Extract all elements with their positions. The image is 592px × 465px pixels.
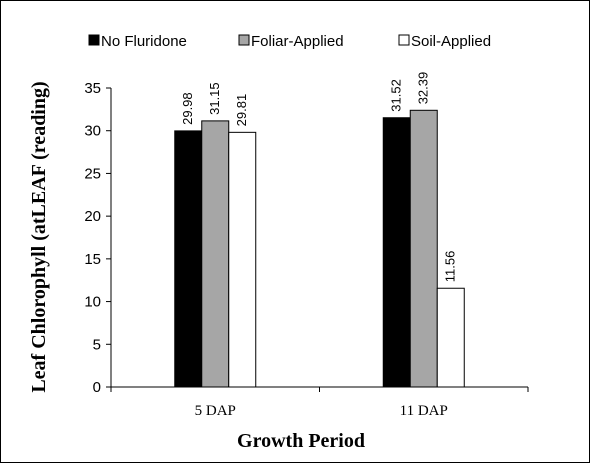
y-axis-title: Leaf Chlorophyll (atLEAF (reading)	[28, 81, 50, 392]
x-tick-label: 11 DAP	[400, 403, 448, 419]
legend: No Fluridone Foliar-Applied Soil-Applied	[88, 33, 491, 50]
y-tick-label: 20	[84, 208, 101, 225]
bar-no-fluridone	[174, 130, 203, 388]
legend-swatch	[88, 34, 100, 46]
bar-soil-applied	[436, 287, 465, 388]
data-label: 31.15	[207, 82, 222, 115]
y-tick-label: 25	[84, 165, 101, 182]
y-tick-label: 35	[84, 80, 101, 97]
legend-label: No Fluridone	[101, 33, 187, 50]
bar-foliar-applied	[409, 109, 438, 388]
legend-label: Soil-Applied	[411, 33, 491, 50]
data-label: 11.56	[443, 251, 458, 283]
bars	[174, 109, 465, 388]
legend-label: Foliar-Applied	[251, 33, 344, 50]
bar-no-fluridone	[382, 117, 411, 388]
bar-foliar-applied	[201, 120, 230, 388]
x-axis-title: Growth Period	[237, 430, 365, 452]
y-tick-label: 15	[84, 251, 101, 268]
data-label: 29.81	[234, 94, 249, 127]
data-label: 31.52	[389, 79, 404, 112]
legend-swatch	[398, 34, 410, 46]
legend-swatch	[238, 34, 250, 46]
y-tick-label: 10	[84, 294, 101, 311]
x-tick-label: 5 DAP	[195, 403, 236, 419]
y-tick-label: 0	[93, 379, 101, 396]
axes: 0 5 10 15 20 25 30 35 5 DAP 11 DAP	[84, 80, 529, 419]
data-label: 29.98	[180, 92, 195, 125]
bar-soil-applied	[228, 131, 257, 388]
data-labels: 29.98 31.15 29.81 31.52 32.39 11.56	[180, 72, 458, 282]
data-label: 32.39	[416, 72, 431, 105]
y-tick-label: 5	[93, 336, 101, 353]
y-tick-label: 30	[84, 123, 101, 140]
